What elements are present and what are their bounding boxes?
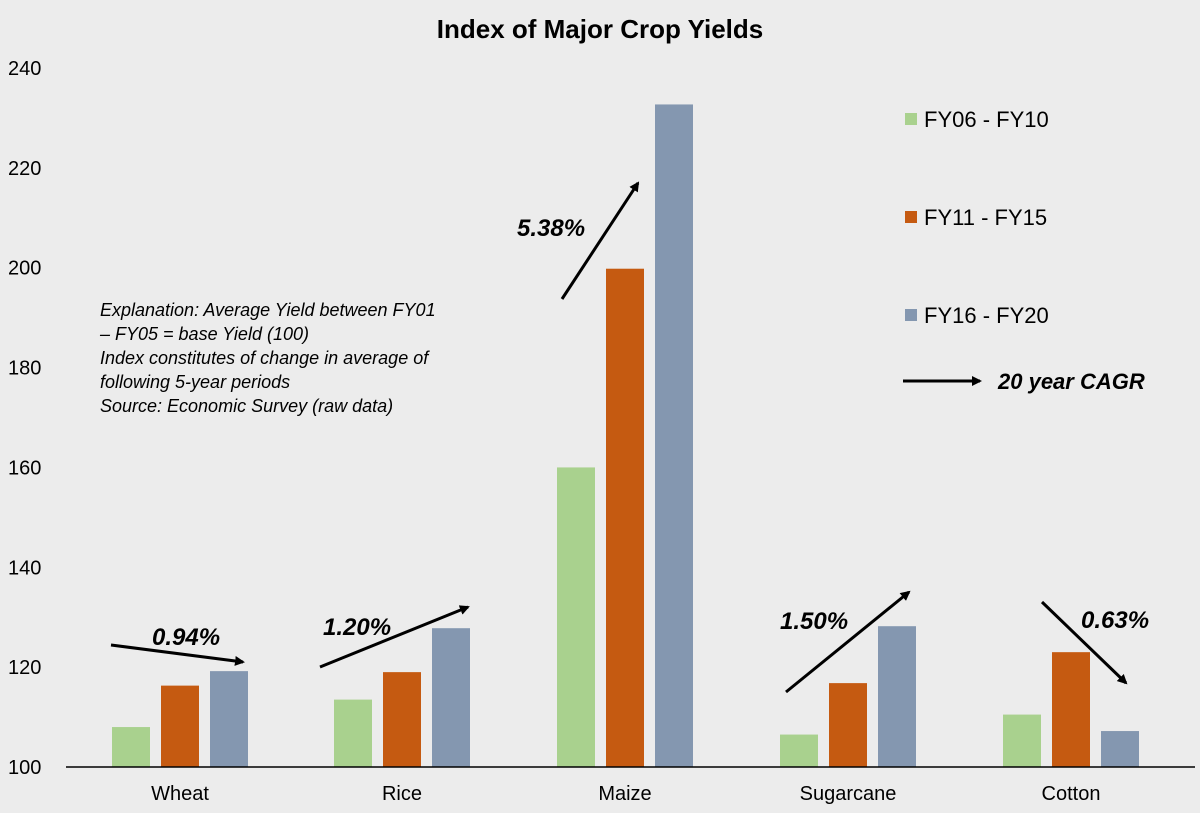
cagr-label-wheat: 0.94% (152, 624, 220, 651)
bar-wheat-series-3 (210, 671, 248, 767)
cagr-arrow-maize (560, 181, 640, 300)
category-label-cotton: Cotton (1042, 783, 1101, 805)
explanation-note: Explanation: Average Yield between FY01 … (100, 298, 490, 418)
category-label-sugarcane: Sugarcane (800, 783, 897, 805)
legend-swatch-2 (905, 211, 917, 223)
bar-sugarcane-series-3 (878, 626, 916, 767)
cagr-arrow-cotton (1040, 600, 1128, 685)
y-tick-label: 200 (8, 258, 41, 280)
y-tick-label: 140 (8, 557, 41, 579)
legend: FY06 - FY10 FY11 - FY15 FY16 - FY20 20 year… (903, 107, 1145, 394)
y-tick-label: 180 (8, 358, 41, 380)
chart-title: Index of Major Crop Yields (437, 14, 764, 44)
cagr-arrow-wheat (110, 643, 245, 666)
explanation-line-1: Explanation: Average Yield between FY01 … (100, 300, 436, 344)
explanation-line-2: Index constitutes of change in average o… (100, 348, 429, 392)
cagr-arrow-rice (319, 605, 470, 669)
explanation-line-3: Source: Economic Survey (raw data) (100, 396, 394, 416)
bar-wheat-series-2 (161, 685, 199, 767)
y-tick-label: 100 (8, 757, 41, 779)
y-tick-label: 220 (8, 158, 41, 180)
bar-cotton-series-2 (1052, 652, 1090, 767)
bar-maize-series-3 (655, 104, 693, 767)
bar-sugarcane-series-1 (780, 734, 818, 767)
legend-label-1: FY06 - FY10 (924, 107, 1049, 132)
legend-swatch-1 (905, 113, 917, 125)
y-tick-label: 160 (8, 457, 41, 479)
y-tick-label: 240 (8, 58, 41, 80)
legend-label-3: FY16 - FY20 (924, 303, 1049, 328)
x-axis: Wheat Rice Maize Sugarcane Cotton (66, 766, 1195, 805)
bar-maize-series-1 (557, 467, 595, 767)
y-tick-label: 120 (8, 657, 41, 679)
category-label-wheat: Wheat (151, 783, 209, 805)
bar-rice-series-1 (334, 699, 372, 767)
cagr-arrow-sugarcane (785, 590, 911, 694)
bar-rice-series-2 (383, 672, 421, 767)
legend-cagr-label: 20 year CAGR (997, 369, 1145, 394)
legend-label-2: FY11 - FY15 (924, 205, 1047, 230)
cagr-label-maize: 5.38% (517, 215, 585, 242)
cagr-label-sugarcane: 1.50% (780, 608, 848, 635)
category-label-maize: Maize (598, 783, 651, 805)
category-label-rice: Rice (382, 783, 422, 805)
cagr-annotations: 0.94% 1.20% 5.38% 1.50% 0.63% (110, 181, 1149, 694)
legend-swatch-3 (905, 309, 917, 321)
bar-cotton-series-1 (1003, 714, 1041, 767)
bar-cotton-series-3 (1101, 731, 1139, 767)
bar-sugarcane-series-2 (829, 683, 867, 767)
bar-wheat-series-1 (112, 727, 150, 767)
y-axis: 100 120 140 160 180 200 220 240 (8, 58, 41, 779)
bar-maize-series-2 (606, 268, 644, 767)
bar-rice-series-3 (432, 628, 470, 767)
bars (112, 104, 1139, 767)
cagr-label-cotton: 0.63% (1081, 607, 1149, 634)
cagr-label-rice: 1.20% (323, 614, 391, 641)
